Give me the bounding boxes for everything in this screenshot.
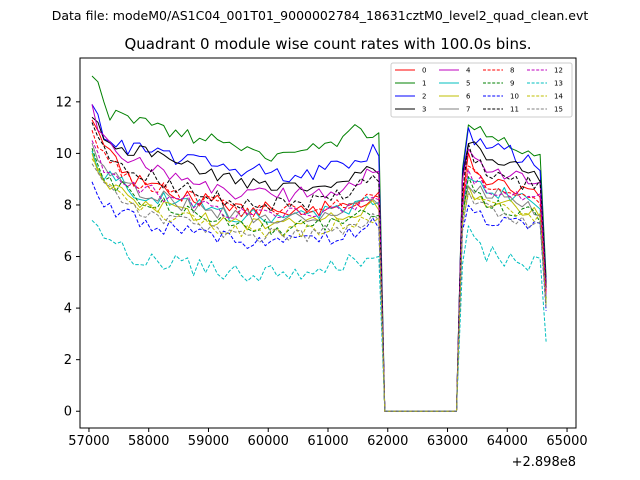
legend-box: [390, 62, 573, 118]
y-tick-label: 2: [64, 353, 72, 368]
legend-label-4: 4: [466, 67, 471, 75]
series-line-3: [91, 116, 547, 412]
y-tick-label: 0: [64, 405, 72, 420]
y-tick-label: 10: [55, 147, 72, 162]
series-line-5: [91, 150, 547, 412]
chart-suptitle: Data file: modeM0/AS1C04_001T01_90000027…: [52, 8, 589, 23]
legend-label-5: 5: [466, 80, 470, 88]
x-offset-label: +2.898e8: [512, 455, 576, 470]
y-tick-label: 8: [64, 198, 72, 213]
x-tick-label: 62000: [367, 434, 408, 449]
plot-lines: [91, 75, 547, 412]
series-line-9: [91, 148, 547, 412]
legend-label-6: 6: [466, 93, 471, 101]
legend-label-9: 9: [510, 80, 514, 88]
chart-title: Quadrant 0 module wise count rates with …: [124, 35, 531, 53]
legend-label-12: 12: [554, 67, 563, 75]
x-tick-label: 59000: [188, 434, 229, 449]
x-tick-label: 61000: [307, 434, 348, 449]
series-line-15: [91, 163, 547, 412]
y-tick-label: 12: [55, 95, 72, 110]
x-tick-label: 57000: [68, 434, 109, 449]
series-line-8: [91, 130, 547, 412]
legend-label-11: 11: [510, 106, 519, 114]
series-line-7: [91, 142, 547, 412]
series-line-11: [91, 122, 547, 412]
series-line-14: [91, 158, 547, 412]
axes-ticks: 57000 58000 59000 60000 61000 62000 63000 64000…: [55, 95, 587, 449]
series-line-1: [91, 75, 547, 412]
legend-label-15: 15: [554, 106, 563, 114]
legend-label-14: 14: [554, 93, 563, 101]
x-tick-label: 63000: [427, 434, 468, 449]
series-line-12: [91, 140, 547, 412]
legend-label-2: 2: [422, 93, 426, 101]
legend-label-1: 1: [422, 80, 426, 88]
x-tick-label: 64000: [487, 434, 528, 449]
series-line-13: [91, 220, 547, 412]
legend-label-8: 8: [510, 67, 514, 75]
series-line-2: [91, 104, 547, 412]
legend-label-13: 13: [554, 80, 563, 88]
series-line-10: [91, 181, 547, 412]
x-tick-label: 65000: [546, 434, 587, 449]
y-tick-label: 6: [64, 250, 72, 265]
legend-label-0: 0: [422, 67, 426, 75]
y-tick-label: 4: [64, 302, 72, 317]
x-tick-label: 60000: [248, 434, 289, 449]
legend-label-7: 7: [466, 106, 470, 114]
legend-label-10: 10: [510, 93, 519, 101]
x-tick-label: 58000: [128, 434, 169, 449]
legend-label-3: 3: [422, 106, 426, 114]
plot-frame: [79, 57, 577, 429]
